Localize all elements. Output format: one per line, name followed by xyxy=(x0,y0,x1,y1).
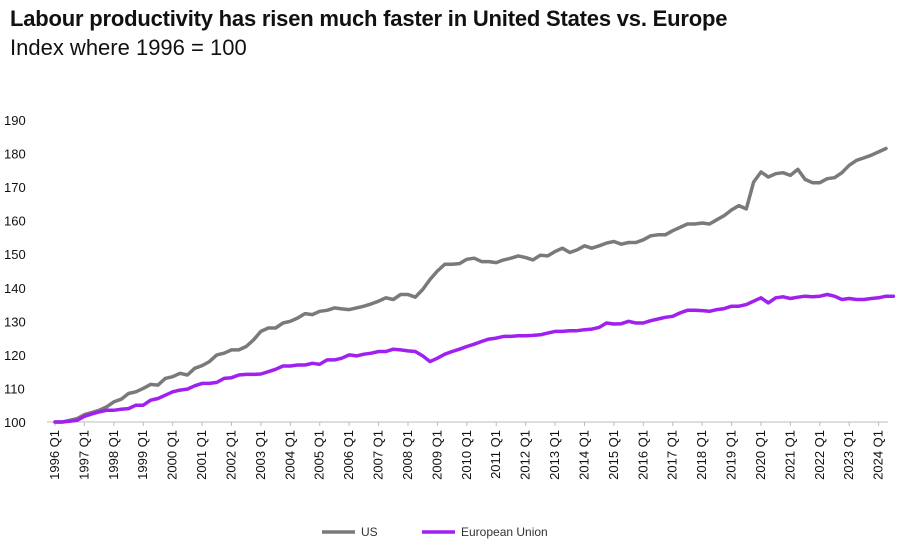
y-tick-label: 190 xyxy=(4,113,26,128)
x-tick-label: 2008 Q1 xyxy=(400,430,415,480)
x-tick-label: 2022 Q1 xyxy=(812,430,827,480)
x-tick-label: 2005 Q1 xyxy=(312,430,327,480)
x-tick-label: 2006 Q1 xyxy=(341,430,356,480)
x-tick-label: 1998 Q1 xyxy=(106,430,121,480)
series-line-european-union xyxy=(53,292,896,424)
x-tick-label: 2015 Q1 xyxy=(606,430,621,480)
series-group xyxy=(53,146,896,424)
x-tick-label: 1997 Q1 xyxy=(76,430,91,480)
x-tick-label: 2007 Q1 xyxy=(371,430,386,480)
x-tick-label: 2010 Q1 xyxy=(459,430,474,480)
x-tick-label: 2002 Q1 xyxy=(223,430,238,480)
x-tick-label: 2023 Q1 xyxy=(841,430,856,480)
x-tick-label: 2003 Q1 xyxy=(253,430,268,480)
x-tick-label: 2018 Q1 xyxy=(694,430,709,480)
y-tick-label: 160 xyxy=(4,214,26,229)
x-tick-label: 2000 Q1 xyxy=(165,430,180,480)
x-tick-label: 1999 Q1 xyxy=(135,430,150,480)
x-tick-label: 2004 Q1 xyxy=(282,430,297,480)
x-tick-label: 2019 Q1 xyxy=(724,430,739,480)
x-tick-label: 2013 Q1 xyxy=(547,430,562,480)
legend-label: European Union xyxy=(461,525,548,539)
chart-title: Labour productivity has risen much faste… xyxy=(10,6,728,31)
legend: US European Union xyxy=(322,525,548,539)
x-tick-label: 2009 Q1 xyxy=(429,430,444,480)
x-tick-label: 2020 Q1 xyxy=(753,430,768,480)
x-axis: 1996 Q1 1997 Q1 1998 Q1 1999 Q1 2000 Q1 2001 … xyxy=(47,422,886,480)
y-tick-label: 150 xyxy=(4,247,26,262)
x-tick-label: 2014 Q1 xyxy=(576,430,591,480)
y-tick-label: 130 xyxy=(4,314,26,329)
y-tick-label: 110 xyxy=(4,381,25,396)
y-tick-label: 180 xyxy=(4,147,26,162)
y-tick-label: 140 xyxy=(4,281,26,296)
y-tick-label: 100 xyxy=(4,415,26,430)
y-tick-label: 170 xyxy=(4,180,26,195)
series-line-us xyxy=(53,146,888,424)
x-tick-label: 2016 Q1 xyxy=(635,430,650,480)
x-tick-label: 1996 Q1 xyxy=(47,430,62,480)
y-tick-label: 120 xyxy=(4,348,26,363)
y-axis: 100 110 120 130 140 150 160 170 180 190 xyxy=(4,113,26,430)
x-tick-label: 2021 Q1 xyxy=(782,430,797,480)
x-tick-label: 2001 Q1 xyxy=(194,430,209,480)
x-tick-label: 2012 Q1 xyxy=(518,430,533,480)
x-tick-label: 2024 Q1 xyxy=(871,430,886,480)
chart-subtitle: Index where 1996 = 100 xyxy=(10,35,247,60)
legend-label: US xyxy=(361,525,378,539)
x-tick-label: 2011 Q1 xyxy=(488,430,503,479)
x-tick-label: 2017 Q1 xyxy=(665,430,680,480)
